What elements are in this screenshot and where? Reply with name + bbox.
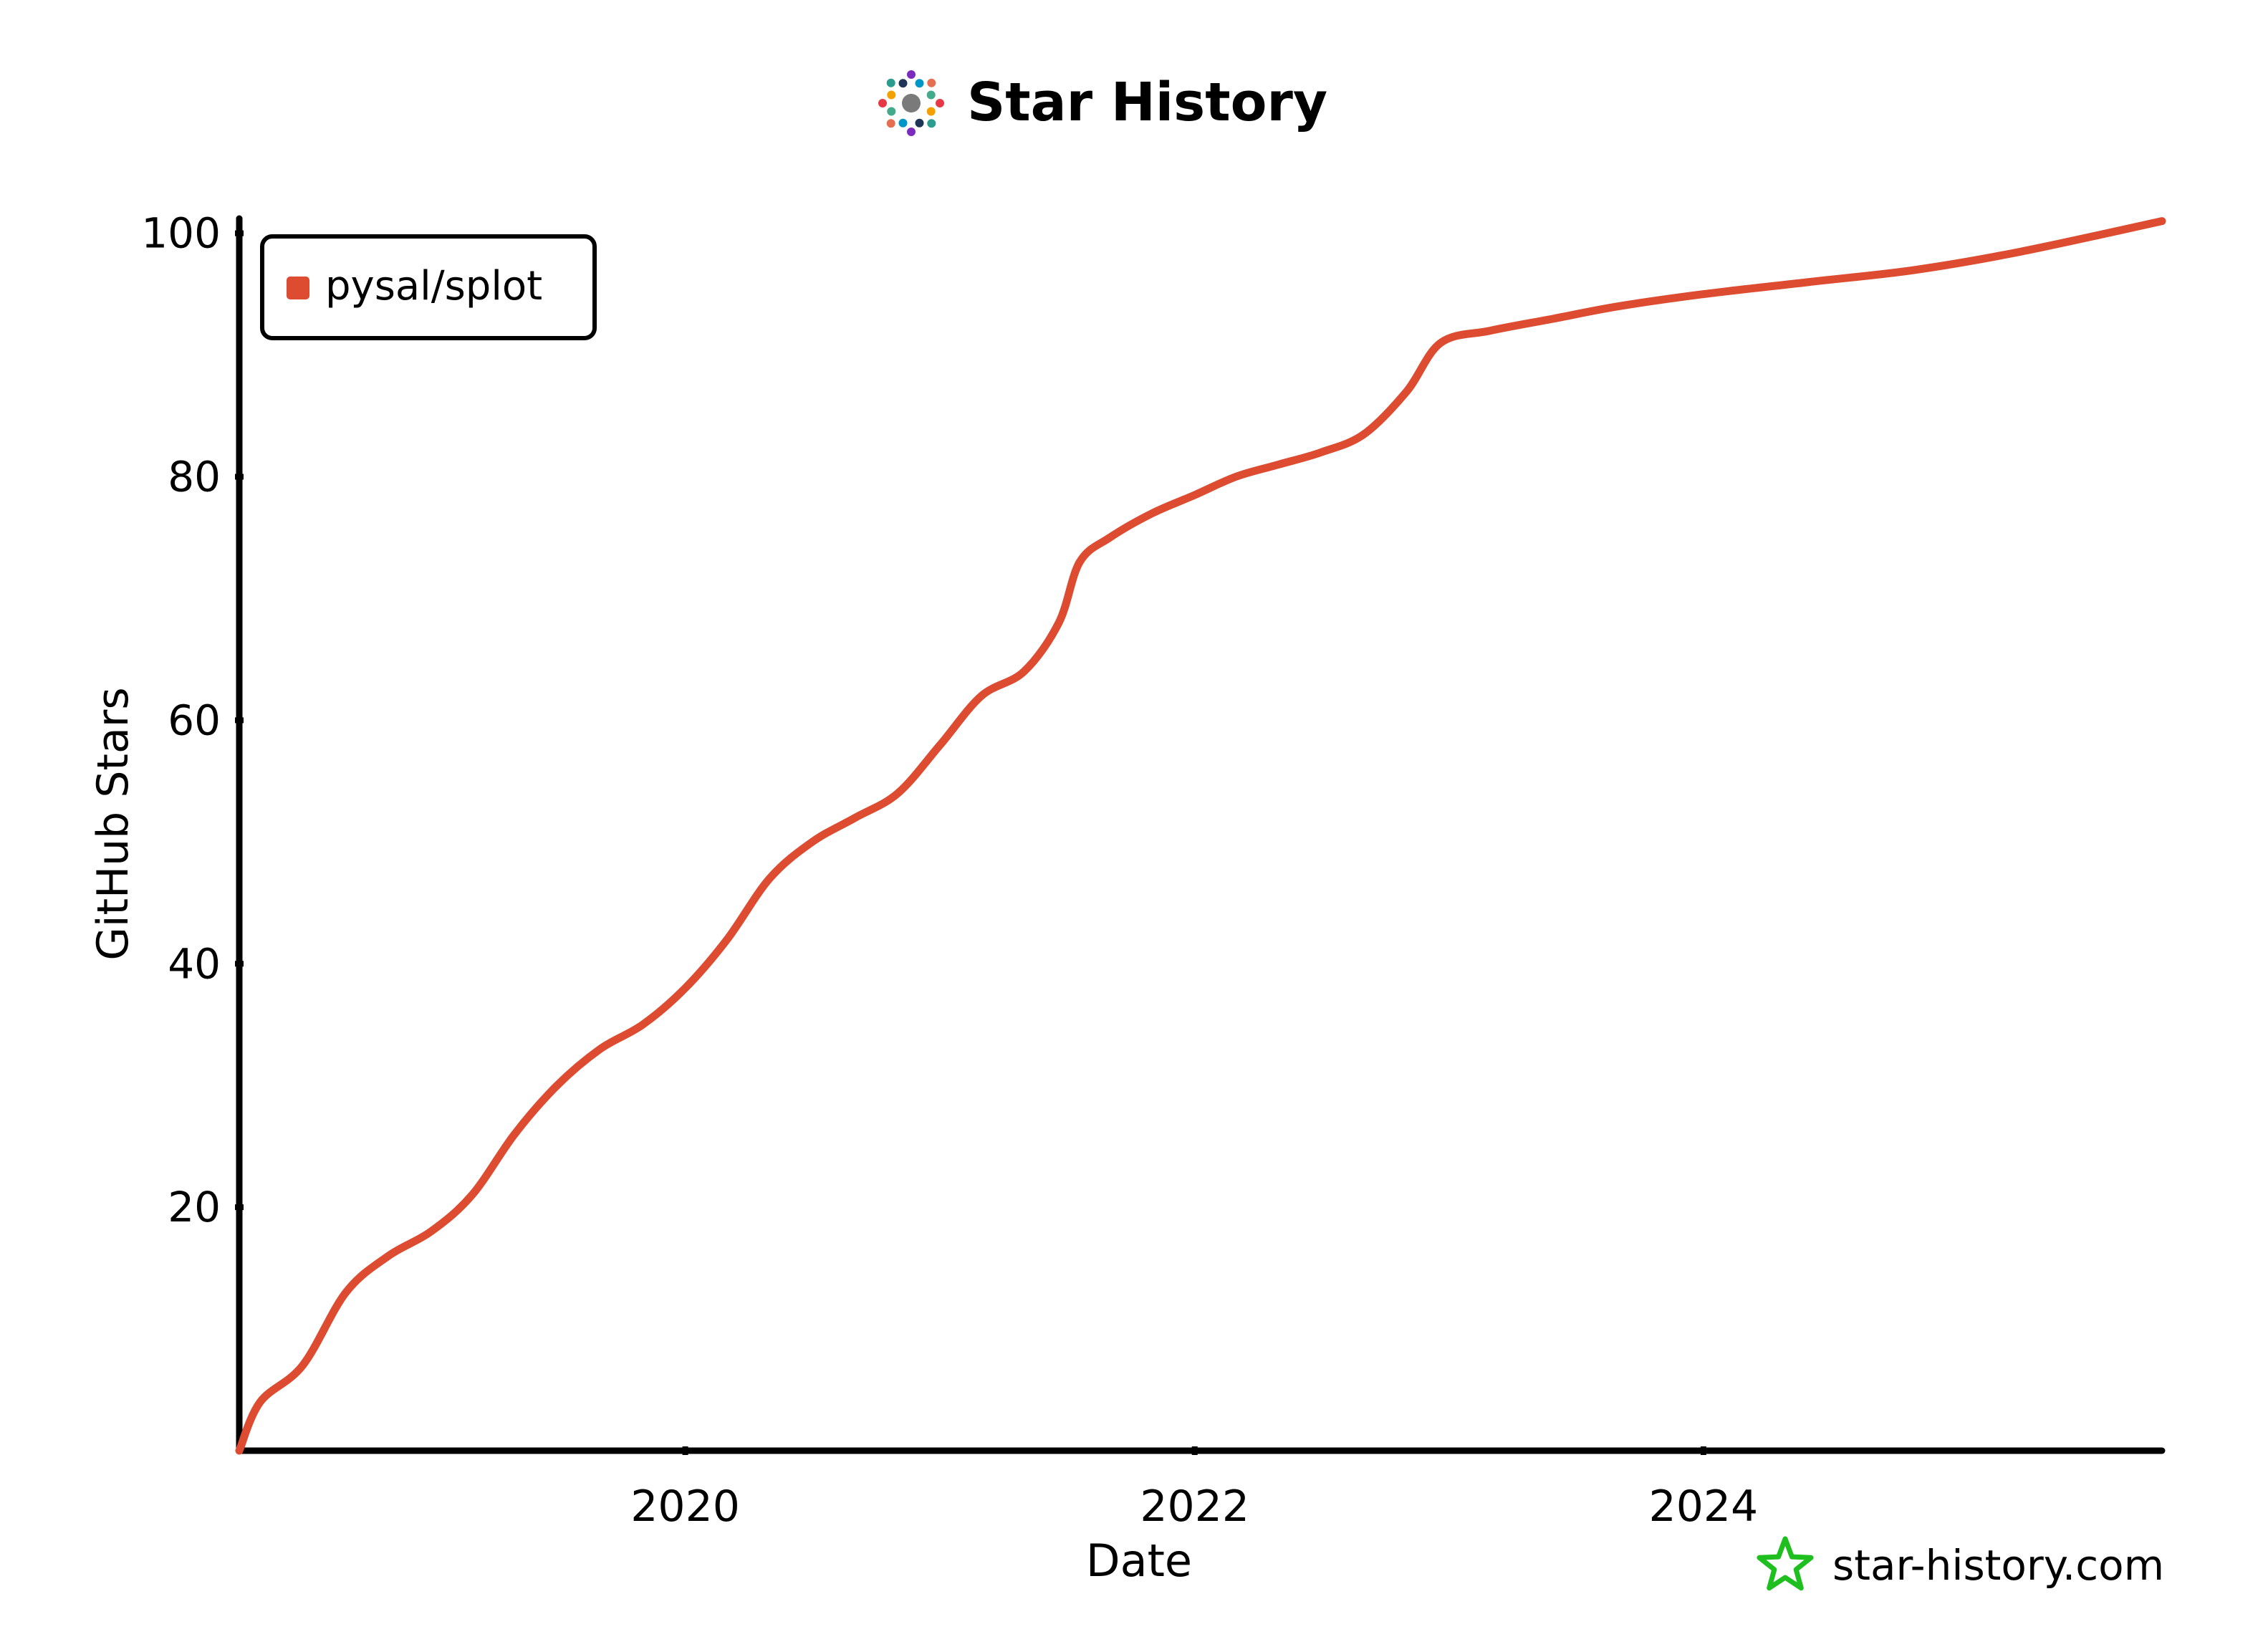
legend-label: pysal/splot [325,263,542,309]
x-tick-label: 2024 [1649,1481,1759,1532]
logo-dot [926,107,936,116]
logo-dot [887,90,896,100]
logo-dot [915,118,924,128]
x-axis-ticks: 2020 2022 2024 [630,1446,1758,1532]
y-tick-label: 20 [168,1183,221,1231]
y-axis-ticks: 20 40 60 80 100 [141,209,244,1231]
logo-dot [907,70,916,79]
y-tick-label: 60 [168,696,221,744]
logo-hub [902,94,921,112]
chart-title: Star History [967,72,1327,133]
legend-box [260,234,597,340]
logo-dot [926,90,936,100]
logo-dot [927,78,936,87]
logo-dot [886,119,895,128]
logo-dot [878,99,887,107]
logo-dot [886,78,895,87]
x-tick-label: 2022 [1140,1481,1249,1532]
y-tick-label: 80 [168,453,221,501]
legend-swatch [287,277,309,299]
logo-dot [898,118,908,128]
watermark-text: star-history.com [1832,1541,2164,1590]
x-axis-label: Date [1086,1535,1192,1587]
logo-dot [907,128,916,136]
legend: pysal/splot [260,234,597,340]
header: Star History [878,70,1327,136]
x-tick-label: 2020 [630,1481,740,1532]
logo-dot [915,79,924,88]
y-tick-label: 100 [141,209,221,258]
watermark: star-history.com [1757,1536,2164,1591]
y-axis-label: GitHub Stars [88,687,138,960]
star-history-logo-icon [878,70,944,136]
series-line-pysal-splot [235,217,2166,1455]
y-tick-label: 40 [168,939,221,988]
logo-dot [936,99,944,107]
axes [236,215,2166,1454]
logo-dot [927,119,936,128]
star-outline-icon [1757,1536,1814,1591]
logo-dot [898,79,908,88]
logo-dot [887,107,896,116]
series-layer [235,217,2166,1455]
